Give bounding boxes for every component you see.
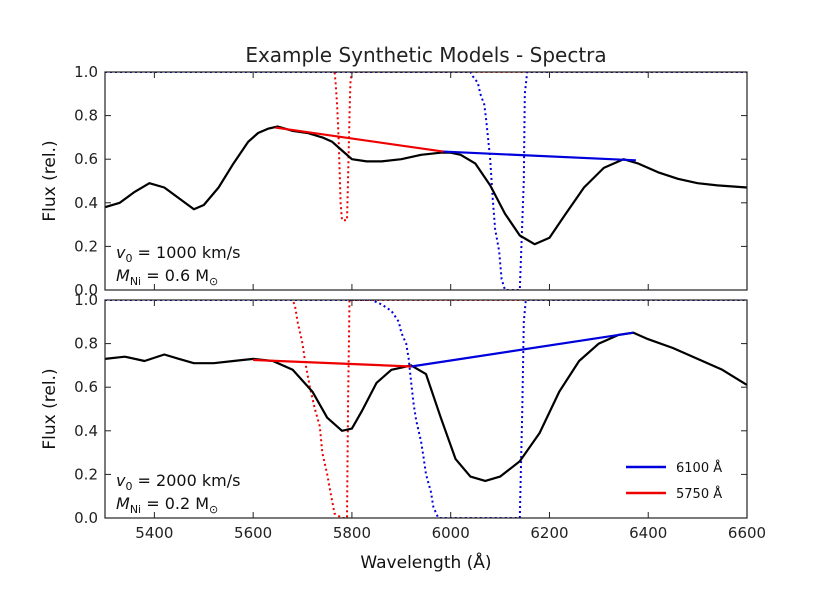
x-tick-label: 5800: [333, 524, 371, 542]
x-tick-label: 5400: [135, 524, 173, 542]
y-tick-label: 0.6: [74, 378, 98, 396]
y-tick-label: 0.4: [74, 194, 98, 212]
y-tick-label: 0.8: [74, 335, 98, 353]
tau-profile-5750-panel-0: [105, 72, 747, 222]
x-tick-label: 6000: [432, 524, 470, 542]
continuum-fit-5750-panel-1: [253, 358, 412, 368]
x-tick-label: 6600: [728, 524, 766, 542]
ylabel-bottom: Flux (rel.): [40, 368, 60, 449]
y-tick-label: 0.2: [74, 465, 98, 483]
y-tick-label: 0.0: [74, 281, 98, 299]
x-tick-label: 6400: [629, 524, 667, 542]
panel-bottom-frame: [104, 299, 748, 519]
xlabel: Wavelength (Å): [360, 551, 491, 573]
panel-top-frame: [104, 71, 748, 291]
x-tick-label: 6200: [530, 524, 568, 542]
legend-label-6100: 6100 Å: [676, 460, 722, 476]
y-tick-label: 0.6: [74, 150, 98, 168]
tau-profile-5750-panel-1: [105, 300, 747, 518]
annotation-mni-top: MNi = 0.6 M⊙: [116, 266, 218, 288]
legend-label-5750: 5750 Å: [676, 486, 722, 502]
tau-profile-6100-panel-1: [105, 300, 747, 518]
annotation-v0-top: v0 = 1000 km/s: [116, 243, 240, 265]
annotation-v0-bottom: v0 = 2000 km/s: [116, 471, 240, 493]
x-tick-label: 5600: [234, 524, 272, 542]
y-tick-label: 0.4: [74, 422, 98, 440]
y-tick-label: 0.2: [74, 237, 98, 255]
panel-top: 0.0 0.2 0.4 0.6 0.8 1.0 Flux (rel.) v0 = 1000…: [40, 63, 748, 299]
continuum-fit-6100-panel-1: [411, 331, 634, 368]
y-tick-label: 0.0: [74, 509, 98, 527]
y-tick-label: 1.0: [74, 291, 98, 309]
tau-profile-6100-panel-0: [105, 72, 747, 290]
ylabel-top: Flux (rel.): [40, 140, 60, 221]
spectrum-line-panel-0: [105, 125, 747, 246]
legend: 6100 Å 5750 Å: [626, 460, 722, 502]
y-tick-label: 1.0: [74, 63, 98, 81]
continuum-fit-6100-panel-0: [443, 150, 636, 162]
annotation-mni-bottom: MNi = 0.2 M⊙: [116, 494, 218, 516]
continuum-fit-5750-panel-0: [275, 126, 444, 153]
panel-bottom: 0.0 0.2 0.4 0.6 0.8 1.0 5400 5600 5800 6000 6200 64…: [40, 291, 766, 542]
spectrum-line-panel-1: [105, 331, 747, 482]
chart-title: Example Synthetic Models - Spectra: [245, 43, 606, 67]
y-tick-label: 0.8: [74, 107, 98, 125]
